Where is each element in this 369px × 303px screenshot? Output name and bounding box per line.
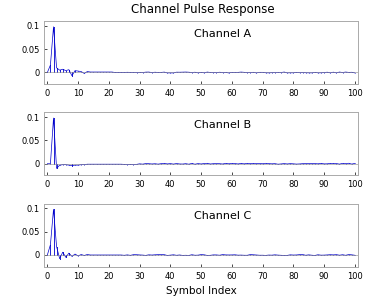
X-axis label: Symbol Index: Symbol Index xyxy=(166,286,237,296)
Text: Channel Pulse Response: Channel Pulse Response xyxy=(131,3,275,16)
Text: Channel B: Channel B xyxy=(194,120,252,130)
Text: Channel C: Channel C xyxy=(194,211,252,221)
Text: Channel A: Channel A xyxy=(194,29,252,39)
